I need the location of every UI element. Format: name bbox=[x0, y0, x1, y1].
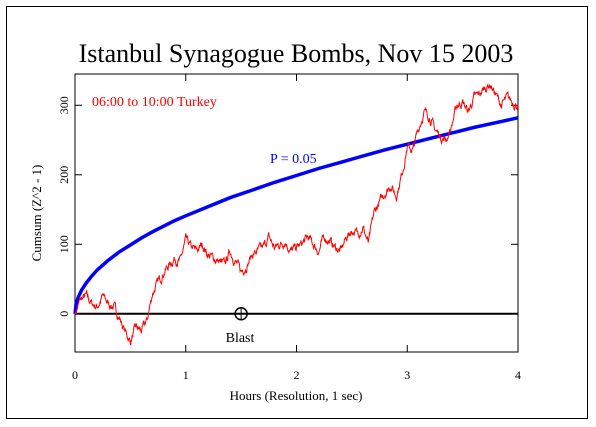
x-axis-label: Hours (Resolution, 1 sec) bbox=[230, 388, 363, 403]
p-005-label: P = 0.05 bbox=[270, 152, 317, 167]
x-axis-ticks: 0 1 2 3 4 bbox=[72, 74, 521, 382]
y-tick-label: 100 bbox=[57, 235, 71, 253]
blast-label: Blast bbox=[226, 331, 255, 346]
y-tick-label: 300 bbox=[57, 96, 71, 114]
y-tick-label: 200 bbox=[57, 166, 71, 184]
y-tick-label: 0 bbox=[57, 311, 71, 317]
p-005-curve bbox=[73, 116, 519, 314]
y-axis-ticks: 0 100 200 300 bbox=[57, 96, 518, 317]
cumsum-series bbox=[74, 82, 519, 346]
y-axis-label: Cumsum (Z^2 - 1) bbox=[29, 165, 44, 262]
x-tick-label: 4 bbox=[515, 368, 521, 382]
plot-area bbox=[74, 73, 519, 353]
x-tick-label: 1 bbox=[183, 368, 189, 382]
x-tick-label: 2 bbox=[294, 368, 300, 382]
chart-title: Istanbul Synagogue Bombs, Nov 15 2003 bbox=[79, 39, 514, 68]
x-tick-label: 0 bbox=[72, 368, 78, 382]
time-window-annotation: 06:00 to 10:00 Turkey bbox=[92, 95, 217, 110]
x-tick-label: 3 bbox=[404, 368, 410, 382]
blast-marker bbox=[234, 307, 248, 321]
